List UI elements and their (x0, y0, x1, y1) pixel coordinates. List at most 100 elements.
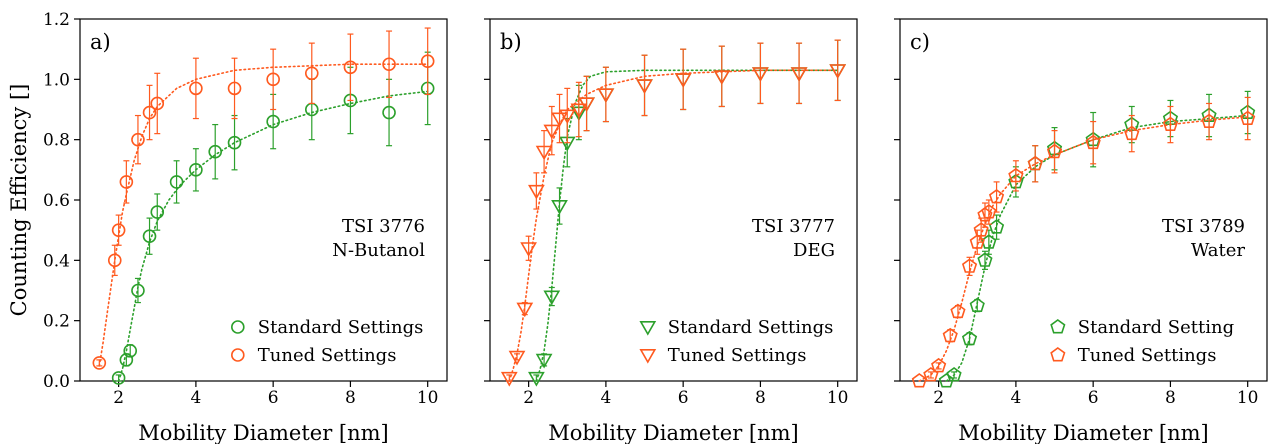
y-tick-label: 1.2 (43, 10, 70, 30)
y-tick-label: 0.8 (43, 131, 70, 151)
data-point (636, 79, 653, 95)
legend-label: Standard Settings (668, 317, 834, 338)
data-point (1046, 143, 1063, 159)
legend: Standard Settings Tuned Settings (231, 317, 424, 366)
instrument-label: TSI 3776 (342, 216, 425, 237)
legend-label: Tuned Settings (258, 345, 397, 366)
series-tuned (92, 27, 435, 370)
data-point (227, 135, 242, 150)
y-axis-title: Counting Efficiency [] (7, 84, 31, 317)
series-standard (111, 51, 435, 385)
x-tick-label: 4 (600, 388, 611, 408)
x-tick-label: 8 (345, 388, 356, 408)
instrument-label: TSI 3789 (1162, 216, 1245, 237)
data-point (123, 344, 138, 358)
data-point (570, 103, 588, 119)
data-point (266, 72, 280, 87)
legend-label: Standard Settings (258, 317, 424, 338)
data-point (969, 297, 985, 312)
data-point (535, 353, 553, 369)
x-tick-label: 6 (678, 388, 689, 408)
x-tick-label: 2 (113, 388, 124, 408)
data-point (142, 229, 157, 243)
legend-marker (231, 320, 245, 334)
data-point (92, 356, 107, 370)
data-point (508, 350, 526, 366)
data-point (208, 144, 223, 159)
fit-curve (508, 69, 839, 382)
data-point (988, 189, 1005, 204)
data-point (343, 60, 358, 75)
y-tick-label: 0.4 (43, 251, 70, 271)
data-point (829, 64, 847, 79)
data-point (969, 234, 985, 249)
data-point (752, 67, 769, 82)
data-point (131, 283, 145, 298)
data-point (597, 88, 615, 104)
x-tick-label: 4 (1010, 388, 1021, 408)
data-point (543, 124, 561, 140)
data-point (931, 357, 947, 373)
data-point (551, 200, 568, 215)
legend-marker (639, 321, 657, 336)
data-point (169, 175, 184, 189)
fluid-label: N-Butanol (332, 240, 425, 261)
data-point (227, 81, 242, 96)
legend: Standard Setting Tuned Settings (1050, 317, 1234, 366)
x-tick-label: 6 (268, 388, 279, 408)
x-tick-label: 10 (1237, 388, 1259, 408)
data-point (528, 184, 545, 200)
data-point (981, 204, 997, 219)
legend-label: Tuned Settings (668, 345, 807, 366)
legend-marker (231, 348, 245, 362)
x-axis-title: Mobility Diameter [nm] (138, 421, 389, 444)
y-tick-label: 0.6 (43, 191, 70, 211)
legend-marker (1050, 319, 1066, 334)
data-point (977, 252, 993, 267)
fit-curve (945, 114, 1249, 382)
legend-marker (1050, 347, 1066, 362)
data-point (516, 302, 534, 318)
data-point (266, 114, 280, 129)
data-point (713, 70, 731, 85)
legend-label: Standard Setting (1078, 317, 1234, 338)
data-point (150, 96, 165, 111)
fluid-label: DEG (793, 240, 835, 261)
data-point (304, 66, 319, 81)
data-point (150, 205, 165, 219)
legend: Standard Settings Tuned Settings (639, 317, 834, 366)
series-tuned (911, 96, 1256, 388)
data-point (119, 175, 134, 189)
data-point (528, 371, 545, 387)
data-point (520, 242, 537, 257)
data-point (142, 105, 157, 120)
data-point (578, 97, 595, 113)
data-point (946, 367, 962, 382)
data-point (1027, 155, 1043, 171)
data-point (189, 81, 203, 96)
data-point (420, 54, 435, 69)
x-tick-label: 8 (1165, 388, 1176, 408)
legend-marker (639, 349, 657, 364)
data-point (111, 223, 126, 237)
data-point (119, 353, 134, 367)
fluid-label: Water (1191, 240, 1246, 261)
data-point (131, 132, 145, 147)
x-axis-title: Mobility Diameter [nm] (548, 421, 799, 444)
x-tick-label: 10 (417, 388, 439, 408)
data-point (1162, 116, 1179, 131)
legend-label: Tuned Settings (1078, 345, 1217, 366)
data-point (674, 73, 692, 88)
data-point (977, 207, 993, 222)
data-point (961, 330, 978, 346)
data-point (543, 290, 561, 306)
data-point (382, 105, 396, 120)
panel-label: a) (90, 30, 111, 54)
data-point (500, 371, 518, 387)
instrument-label: TSI 3777 (752, 216, 835, 237)
x-tick-label: 8 (755, 388, 766, 408)
data-point (107, 253, 122, 268)
data-point (790, 67, 808, 82)
x-axis-title: Mobility Diameter [nm] (958, 421, 1209, 444)
data-point (1008, 167, 1024, 183)
